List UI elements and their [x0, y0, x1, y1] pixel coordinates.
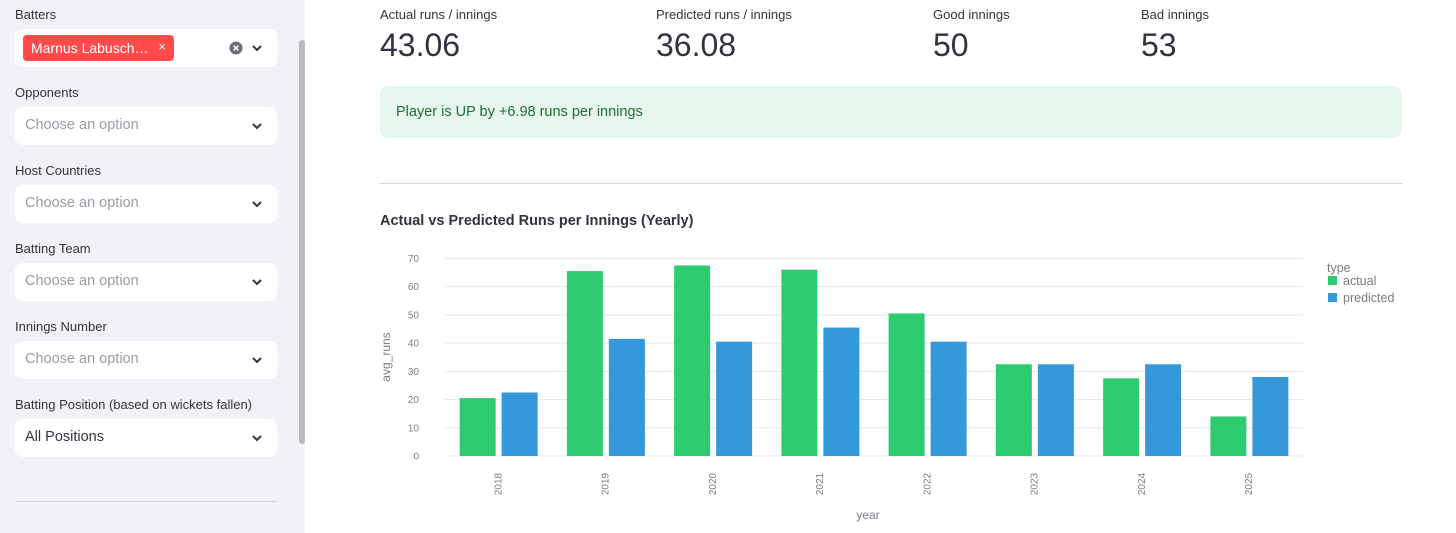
chevron-down-icon[interactable]: [249, 352, 265, 368]
innings-number-select[interactable]: Choose an option: [15, 341, 277, 379]
legend-swatch-actual: [1328, 276, 1337, 285]
bar-predicted: [930, 341, 967, 456]
chevron-down-icon[interactable]: [249, 274, 265, 290]
batting-position-value: All Positions: [25, 429, 104, 445]
batting-team-select[interactable]: Choose an option: [15, 263, 277, 301]
metric-value: 50: [933, 27, 969, 63]
y-tick-label: 70: [408, 254, 420, 265]
opponents-select[interactable]: Choose an option: [15, 107, 277, 145]
alert-text: Player is UP by +6.98 runs per innings: [396, 104, 643, 120]
x-tick-label: 2021: [815, 472, 826, 495]
metric-label: Good innings: [933, 7, 1010, 22]
sidebar-divider: [15, 501, 277, 502]
batters-multiselect[interactable]: Marnus Labusch… ×: [15, 29, 277, 67]
innings-number-placeholder: Choose an option: [25, 351, 139, 367]
bar-actual: [566, 271, 603, 456]
selected-batter-text: Marnus Labusch…: [31, 40, 149, 56]
y-tick-label: 30: [408, 367, 420, 378]
metric-label: Bad innings: [1141, 7, 1209, 22]
metric-label: Predicted runs / innings: [656, 7, 792, 22]
batting-team-placeholder: Choose an option: [25, 273, 139, 289]
y-axis-title: avg_runs: [379, 332, 393, 381]
y-tick-label: 20: [408, 395, 420, 406]
batting-position-label: Batting Position (based on wickets falle…: [15, 397, 253, 412]
y-tick-label: 50: [408, 310, 420, 321]
x-axis-title: year: [856, 508, 879, 522]
chevron-down-icon[interactable]: [249, 196, 265, 212]
y-tick-label: 60: [408, 282, 420, 293]
bar-actual: [888, 313, 925, 456]
metric-value: 53: [1141, 27, 1177, 63]
sidebar: Batters Marnus Labusch… × Opponents Choo…: [0, 0, 305, 533]
chevron-down-icon[interactable]: [249, 430, 265, 446]
batters-label: Batters: [15, 7, 57, 22]
bar-predicted: [1252, 376, 1289, 456]
selected-batter-tag: Marnus Labusch… ×: [23, 35, 174, 61]
chevron-down-icon[interactable]: [249, 118, 265, 134]
legend-title: type: [1327, 261, 1351, 275]
y-tick-label: 40: [408, 339, 420, 350]
bar-predicted: [608, 338, 645, 456]
y-tick-label: 0: [413, 452, 419, 463]
y-tick-label: 10: [408, 423, 420, 434]
main-divider: [380, 183, 1402, 184]
x-tick-label: 2023: [1030, 472, 1041, 495]
x-tick-label: 2024: [1137, 472, 1148, 495]
batting-team-label: Batting Team: [15, 241, 91, 256]
bar-actual: [781, 269, 818, 456]
bar-predicted: [501, 392, 538, 456]
sidebar-scrollbar[interactable]: [299, 40, 305, 444]
legend-label-actual: actual: [1343, 274, 1376, 288]
x-tick-label: 2019: [601, 472, 612, 495]
x-tick-label: 2018: [493, 472, 504, 495]
batting-position-select[interactable]: All Positions: [15, 419, 277, 457]
metric-value: 36.08: [656, 27, 737, 63]
bar-actual: [1210, 416, 1247, 456]
bar-predicted: [1145, 364, 1182, 456]
bar-predicted: [1037, 364, 1074, 456]
bar-actual: [995, 364, 1032, 456]
bar-actual: [459, 398, 496, 456]
x-tick-label: 2020: [708, 472, 719, 495]
bar-actual: [674, 265, 711, 456]
innings-number-label: Innings Number: [15, 319, 107, 334]
clear-all-icon[interactable]: [229, 41, 243, 55]
x-tick-label: 2022: [922, 472, 933, 495]
host-countries-label: Host Countries: [15, 163, 101, 178]
legend-label-predicted: predicted: [1343, 291, 1394, 305]
metric-label: Actual runs / innings: [380, 7, 498, 22]
bar-actual: [1103, 378, 1140, 456]
bar-chart: 0 10 20 30 40 50 60 70 2018 2019 2020 2021 2022 2023 2…: [379, 254, 1394, 522]
x-tick-label: 2025: [1244, 472, 1255, 495]
bar-predicted: [823, 327, 860, 456]
bar-predicted: [716, 341, 753, 456]
remove-tag-icon[interactable]: ×: [158, 39, 166, 54]
host-countries-select[interactable]: Choose an option: [15, 185, 277, 223]
success-alert: Player is UP by +6.98 runs per innings: [380, 86, 1402, 138]
chevron-down-icon[interactable]: [249, 40, 265, 56]
opponents-placeholder: Choose an option: [25, 117, 139, 133]
opponents-label: Opponents: [15, 85, 79, 100]
legend-swatch-predicted: [1328, 293, 1337, 302]
chart-title: Actual vs Predicted Runs per Innings (Ye…: [380, 213, 694, 229]
metric-value: 43.06: [380, 27, 461, 63]
host-countries-placeholder: Choose an option: [25, 195, 139, 211]
